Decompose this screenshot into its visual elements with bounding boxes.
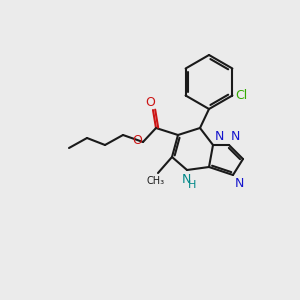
Text: N: N xyxy=(181,173,191,186)
Text: Cl: Cl xyxy=(236,89,247,102)
Text: O: O xyxy=(132,134,142,148)
Text: N: N xyxy=(215,130,224,143)
Text: N: N xyxy=(235,177,244,190)
Text: O: O xyxy=(145,96,155,109)
Text: CH₃: CH₃ xyxy=(147,176,165,186)
Text: N: N xyxy=(231,130,240,143)
Text: H: H xyxy=(188,180,196,190)
